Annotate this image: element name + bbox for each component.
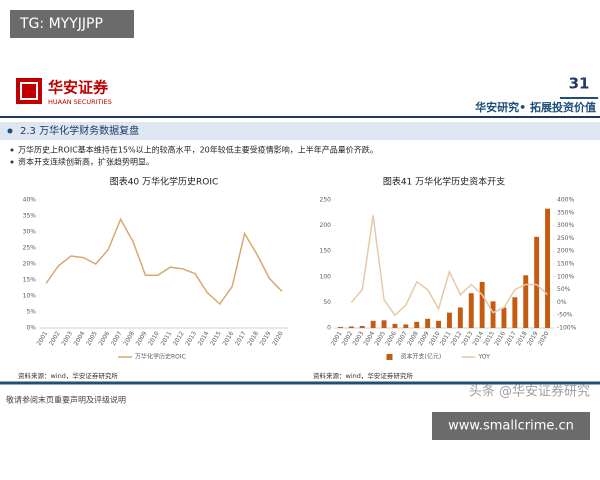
bar (468, 293, 474, 328)
bar (457, 307, 463, 328)
x-tick-label: 2011 (160, 330, 174, 347)
watermark-box (432, 412, 590, 440)
logo-icon (16, 78, 42, 104)
x-tick-label: 2009 (135, 330, 149, 347)
x-tick-label: 2020 (537, 330, 551, 347)
y-tick-label: 0 (327, 325, 331, 332)
x-tick-label: 2006 (98, 330, 112, 347)
y-tick-label: 50 (323, 299, 331, 306)
section-dot (7, 128, 13, 134)
legend-swatch (386, 354, 393, 360)
x-tick-label: 2013 (184, 330, 198, 347)
bar (490, 301, 496, 328)
line (350, 215, 549, 317)
y-tick-label: 150 (320, 248, 332, 255)
x-tick-label: 2018 (246, 330, 260, 347)
watermark-top: TG: MYYJJPP (19, 16, 103, 32)
x-tick-label: 2002 (48, 330, 62, 347)
y2-tick-label: -100% (557, 325, 577, 332)
y-tick-label: 40% (23, 197, 37, 204)
bar (403, 324, 409, 328)
y2-tick-label: 350% (557, 209, 574, 216)
y-tick-label: 10% (23, 293, 37, 300)
bar (359, 325, 365, 328)
line (45, 217, 283, 306)
y-tick-label: 25% (23, 245, 37, 252)
bar (501, 307, 507, 328)
section-bar (0, 122, 600, 140)
bar (446, 312, 452, 328)
y-tick-label: 5% (26, 309, 36, 316)
bar (414, 321, 420, 328)
bullet: 资本开支连续创新高，扩张趋势明显。 (18, 157, 154, 167)
y2-tick-label: 250% (557, 235, 574, 242)
x-tick-label: 2004 (73, 330, 87, 347)
bar (523, 275, 529, 328)
y2-tick-label: 0% (557, 299, 567, 306)
y2-tick-label: -50% (557, 312, 573, 319)
x-tick-label: 2012 (172, 330, 186, 347)
legend-label: 万华化学历史ROIC (135, 353, 186, 361)
y-tick-label: 20% (23, 261, 37, 268)
bar (392, 323, 398, 328)
source: 资料来源：wind，华安证券研究所 (313, 371, 413, 380)
y-tick-label: 200 (320, 222, 332, 229)
y2-tick-label: 300% (557, 222, 574, 229)
disclaimer: 敬请参阅末页重要声明及评级说明 (6, 395, 126, 405)
logo-icon-inner (20, 82, 38, 100)
y-tick-label: 100 (320, 273, 332, 280)
page-number-box (560, 70, 598, 98)
x-tick-label: 2005 (85, 330, 99, 347)
section-title: 2.3 万华化学财务数据复盘 (20, 124, 139, 137)
chart-title: 图表40 万华化学历史ROIC (110, 176, 219, 188)
bar (425, 318, 431, 328)
y2-tick-label: 150% (557, 261, 574, 268)
x-tick-label: 2017 (234, 330, 248, 347)
bullet: 万华历史上ROIC基本维持在15%以上的较高水平，20年较低主要受疫情影响，上半… (18, 145, 378, 155)
x-tick-label: 2001 (36, 330, 50, 347)
y-tick-label: 35% (23, 213, 37, 220)
bar (348, 326, 354, 328)
y-tick-label: 250 (320, 197, 332, 204)
y-tick-label: 0% (26, 325, 36, 332)
slogan: 华安研究• 拓展投资价值 (475, 100, 596, 114)
bar (545, 208, 551, 328)
x-tick-label: 2008 (122, 330, 136, 347)
watermark-box (10, 10, 134, 38)
bullet-dot (10, 160, 14, 164)
y2-tick-label: 50% (557, 286, 571, 293)
x-tick-label: 2003 (60, 330, 74, 347)
bar (479, 281, 485, 328)
legend-label: 资本开支(亿元) (401, 353, 442, 361)
bar (337, 326, 343, 328)
bar (381, 320, 387, 328)
y-tick-label: 30% (23, 229, 37, 236)
bar (512, 297, 518, 328)
x-tick-label: 2007 (110, 330, 124, 347)
source: 资料来源：wind，华安证券研究所 (18, 371, 118, 380)
y2-tick-label: 100% (557, 273, 574, 280)
watermark-bottom: www.smallcrime.cn (448, 419, 574, 434)
x-tick-label: 2014 (197, 330, 211, 347)
logo-english: HUAAN SECURITIES (48, 98, 112, 106)
bar (534, 236, 540, 328)
x-tick-label: 2016 (222, 330, 236, 347)
x-tick-label: 2015 (209, 330, 223, 347)
watermark-overlay: 头条 @华安证券研究 (469, 384, 590, 400)
bullet-dot (10, 148, 14, 152)
bar (370, 320, 376, 328)
y2-tick-label: 200% (557, 248, 574, 255)
x-tick-label: 2020 (271, 330, 285, 347)
y2-tick-label: 400% (557, 197, 574, 204)
x-tick-label: 2019 (259, 330, 273, 347)
y-tick-label: 15% (23, 277, 37, 284)
chart-title: 图表41 万华化学历史资本开支 (383, 176, 505, 188)
x-tick-label: 2010 (147, 330, 161, 347)
bar (436, 320, 442, 328)
logo-name: 华安证券 (48, 79, 109, 97)
legend-label: YOY (478, 354, 491, 361)
page-number: 31 (569, 75, 590, 93)
